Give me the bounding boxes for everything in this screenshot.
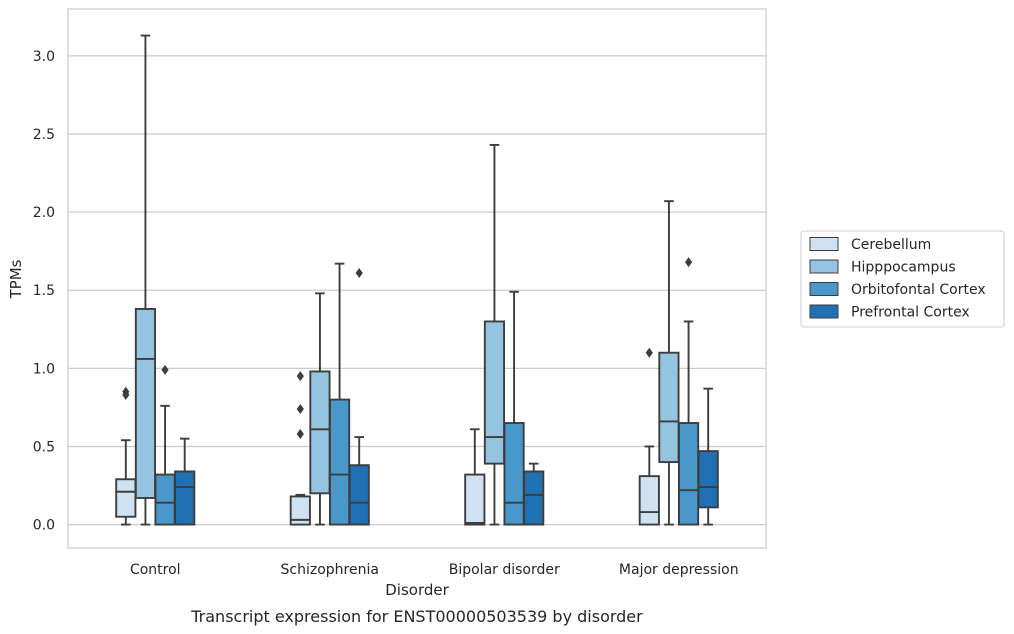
y-tick-label: 2.5 (33, 127, 55, 143)
box-body (658, 351, 680, 464)
legend-swatch (809, 304, 839, 319)
box-body (115, 478, 137, 518)
box-3-3 (697, 387, 719, 526)
box-1-3 (658, 200, 680, 526)
legend-swatch (809, 259, 839, 274)
y-tick-labels: 0.0 0.5 1.0 1.5 2.0 2.5 3.0 (33, 49, 55, 534)
box-1-2 (483, 143, 506, 526)
box-1-0 (134, 34, 157, 526)
box-1-1 (309, 292, 331, 526)
outlier-point (296, 371, 304, 382)
box-body (523, 470, 545, 526)
box-body (483, 320, 506, 465)
x-tick-labels: Control Schizophrenia Bipolar disorder Majo… (130, 562, 739, 578)
box-2-2 (503, 290, 525, 526)
x-tick-label: Bipolar disorder (449, 562, 560, 578)
box-2-3 (677, 257, 700, 526)
box-3-2 (523, 462, 545, 526)
y-tick-label: 2.0 (33, 205, 55, 221)
x-axis-label: Disorder (385, 581, 449, 599)
box-body (503, 422, 525, 526)
box-0-0 (115, 386, 137, 526)
legend-swatch (809, 237, 839, 251)
outlier-point (645, 347, 653, 358)
box-0-2 (464, 428, 486, 526)
box-body (289, 495, 311, 526)
box-body (134, 308, 157, 499)
box-body (309, 370, 331, 495)
legend-frame (800, 230, 1005, 328)
box-body (174, 470, 196, 526)
legend-label: Prefrontal Cortex (851, 305, 970, 321)
y-tick-label: 3.0 (33, 49, 55, 65)
chart-caption: Transcript expression for ENST0000050353… (190, 607, 643, 626)
outlier-point (296, 403, 304, 414)
outlier-point (161, 364, 169, 375)
legend-label: Orbitofontal Cortex (851, 282, 986, 298)
legend-label: Hipppocampus (851, 260, 956, 276)
plot-area-frame (67, 8, 767, 549)
box-0-1 (289, 371, 311, 526)
box-2-0 (154, 364, 176, 526)
box-body (348, 464, 370, 526)
legend-entries: Cerebellum Hipppocampus Orbitofontal Corte… (809, 237, 986, 321)
y-tick-label: 1.0 (33, 361, 55, 377)
x-tick-label: Schizophrenia (281, 562, 379, 578)
y-tick-label: 1.5 (33, 283, 55, 299)
box-body (697, 450, 719, 509)
box-3-1 (348, 268, 370, 526)
box-body (638, 475, 660, 526)
box-body (677, 422, 700, 526)
legend: Cerebellum Hipppocampus Orbitofontal Corte… (800, 230, 1005, 328)
box-body (464, 473, 486, 526)
box-series (115, 34, 719, 526)
y-tick-label: 0.0 (33, 518, 55, 534)
legend-swatch (809, 282, 839, 296)
outlier-point (684, 257, 693, 268)
outlier-point (296, 428, 304, 439)
box-0-3 (638, 347, 660, 526)
box-3-0 (174, 437, 196, 526)
legend-label: Cerebellum (851, 237, 931, 253)
box-2-1 (328, 262, 351, 526)
x-tick-label: Control (130, 562, 181, 578)
box-body (154, 473, 176, 526)
y-axis-label: TPMs (7, 259, 25, 299)
y-tick-label: 0.5 (33, 439, 55, 455)
outlier-point (122, 386, 130, 397)
x-tick-label: Major depression (619, 562, 739, 578)
outlier-point (355, 268, 363, 279)
box-body (328, 398, 351, 526)
